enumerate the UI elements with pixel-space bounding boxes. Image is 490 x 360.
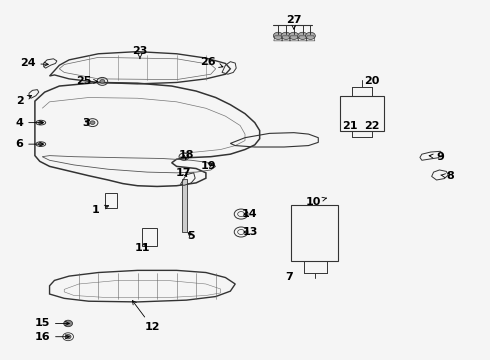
- Circle shape: [65, 334, 71, 339]
- Text: 25: 25: [76, 76, 98, 86]
- Text: 22: 22: [364, 121, 380, 131]
- Text: 14: 14: [242, 209, 258, 219]
- Text: 27: 27: [286, 15, 302, 29]
- Text: 4: 4: [15, 118, 44, 128]
- Text: 11: 11: [135, 243, 150, 253]
- Text: 5: 5: [188, 231, 195, 240]
- Text: 15: 15: [34, 319, 69, 328]
- Circle shape: [298, 32, 308, 40]
- Text: 9: 9: [429, 152, 444, 162]
- Circle shape: [90, 121, 95, 125]
- Text: 8: 8: [441, 171, 454, 181]
- Text: 26: 26: [200, 57, 223, 67]
- Text: 21: 21: [343, 121, 358, 131]
- Circle shape: [273, 32, 283, 40]
- FancyBboxPatch shape: [182, 179, 187, 232]
- Circle shape: [281, 32, 291, 40]
- Text: 7: 7: [285, 272, 293, 282]
- Text: 13: 13: [242, 227, 258, 237]
- Text: 20: 20: [365, 76, 380, 86]
- Text: 10: 10: [306, 197, 327, 207]
- Text: 23: 23: [132, 46, 147, 59]
- Text: 19: 19: [200, 161, 216, 171]
- Text: 1: 1: [92, 205, 109, 216]
- Circle shape: [64, 320, 73, 327]
- Text: 12: 12: [132, 301, 160, 332]
- Text: 24: 24: [20, 58, 49, 68]
- Circle shape: [100, 80, 105, 83]
- Text: 6: 6: [15, 139, 44, 149]
- Text: 17: 17: [176, 168, 192, 178]
- Text: 2: 2: [16, 95, 31, 106]
- Circle shape: [289, 32, 299, 40]
- Circle shape: [306, 32, 316, 40]
- Text: 18: 18: [179, 150, 194, 160]
- Ellipse shape: [38, 143, 43, 145]
- Ellipse shape: [38, 121, 43, 124]
- Text: 3: 3: [82, 118, 90, 128]
- Text: 16: 16: [34, 332, 69, 342]
